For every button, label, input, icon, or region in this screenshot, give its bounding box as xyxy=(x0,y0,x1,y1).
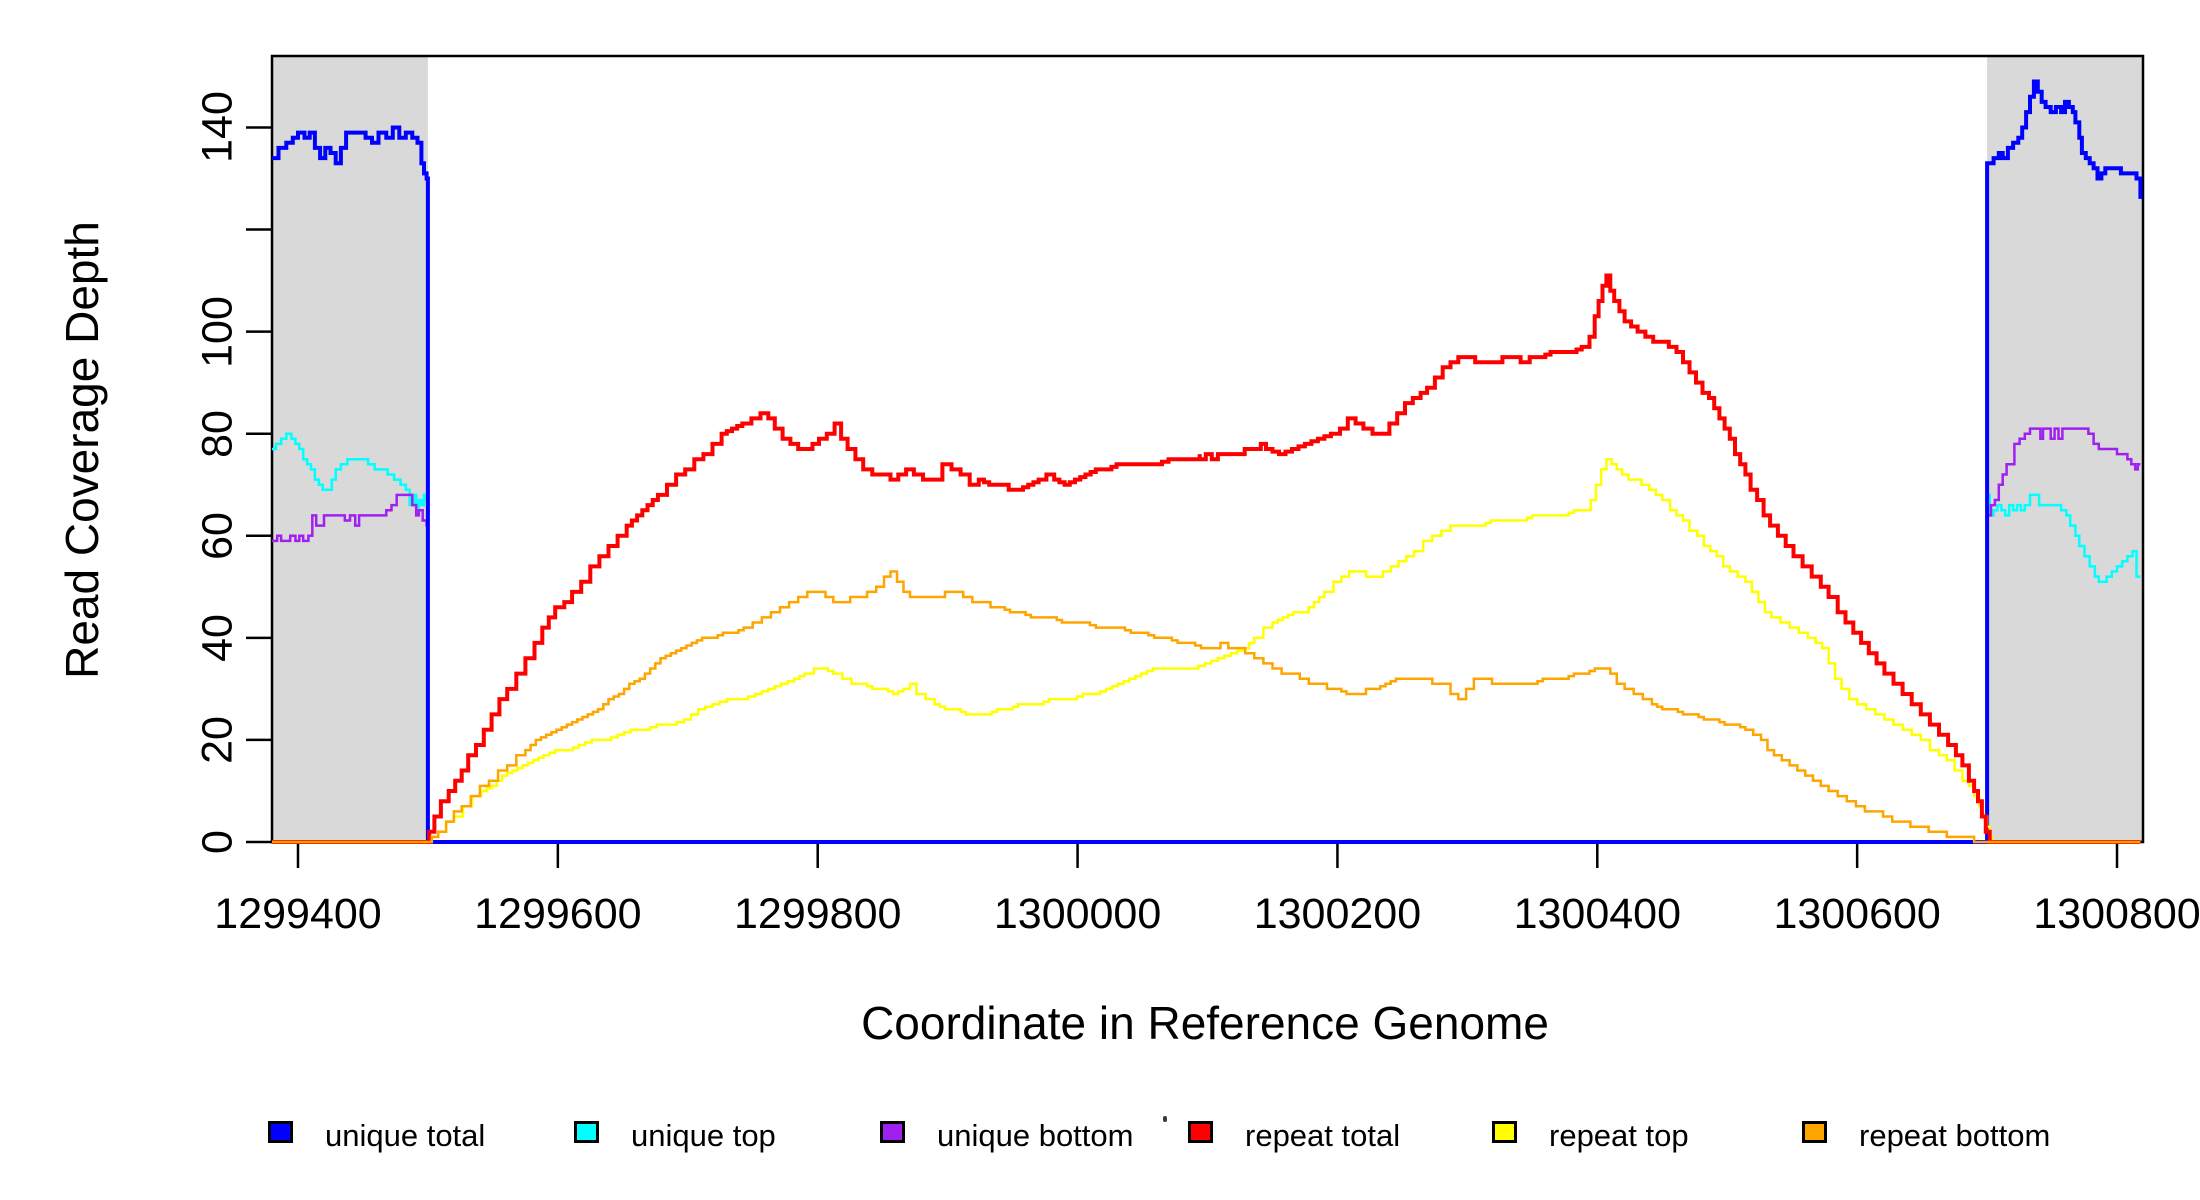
legend-label-unique-total: unique total xyxy=(325,1118,486,1153)
shaded-region xyxy=(272,56,428,842)
y-axis-title: Read Coverage Depth xyxy=(56,221,108,679)
legend-label-repeat-bottom: repeat bottom xyxy=(1859,1118,2051,1153)
legend-swatch-unique-top xyxy=(574,1121,599,1143)
x-tick-label: 1300200 xyxy=(1253,890,1422,938)
plot-box xyxy=(270,54,2145,844)
x-tick-label: 1300000 xyxy=(993,890,1162,938)
y-tick-label: 40 xyxy=(193,613,242,662)
y-tick-label: 20 xyxy=(193,716,242,764)
x-tick-label: 1299400 xyxy=(214,890,382,938)
x-tick-label: 1300400 xyxy=(1513,890,1681,938)
x-tick-label: 1299800 xyxy=(734,890,902,938)
series-line-repeat-bottom xyxy=(272,570,2141,844)
legend-swatch-unique-bottom xyxy=(880,1121,905,1143)
legend-swatch-repeat-top xyxy=(1492,1121,1517,1143)
legend-label-unique-bottom: unique bottom xyxy=(937,1118,1134,1153)
legend-label-repeat-total: repeat total xyxy=(1245,1118,1401,1153)
legend-swatch-repeat-bottom xyxy=(1802,1121,1827,1143)
x-axis-title: Coordinate in Reference Genome xyxy=(861,997,1549,1049)
legend-swatch-unique-total xyxy=(268,1121,293,1143)
x-tick-label: 1300600 xyxy=(1773,890,1941,938)
y-tick-label: 0 xyxy=(193,830,242,854)
legend-label-unique-top: unique top xyxy=(631,1118,776,1153)
x-tick-label: 1300800 xyxy=(2033,890,2200,938)
legend-label-repeat-top: repeat top xyxy=(1549,1118,1689,1153)
y-tick-label: 140 xyxy=(193,91,242,164)
series-line-repeat-top xyxy=(272,457,2141,844)
legend-swatch-repeat-total xyxy=(1188,1121,1213,1143)
stray-dot xyxy=(1163,1116,1167,1122)
series-line-repeat-total xyxy=(272,273,2141,844)
x-tick-label: 1299600 xyxy=(474,890,642,938)
series-line-unique-total xyxy=(272,79,2143,844)
y-tick-label: 60 xyxy=(193,511,242,560)
y-tick-label: 80 xyxy=(193,409,242,458)
y-tick-label: 100 xyxy=(193,295,242,368)
